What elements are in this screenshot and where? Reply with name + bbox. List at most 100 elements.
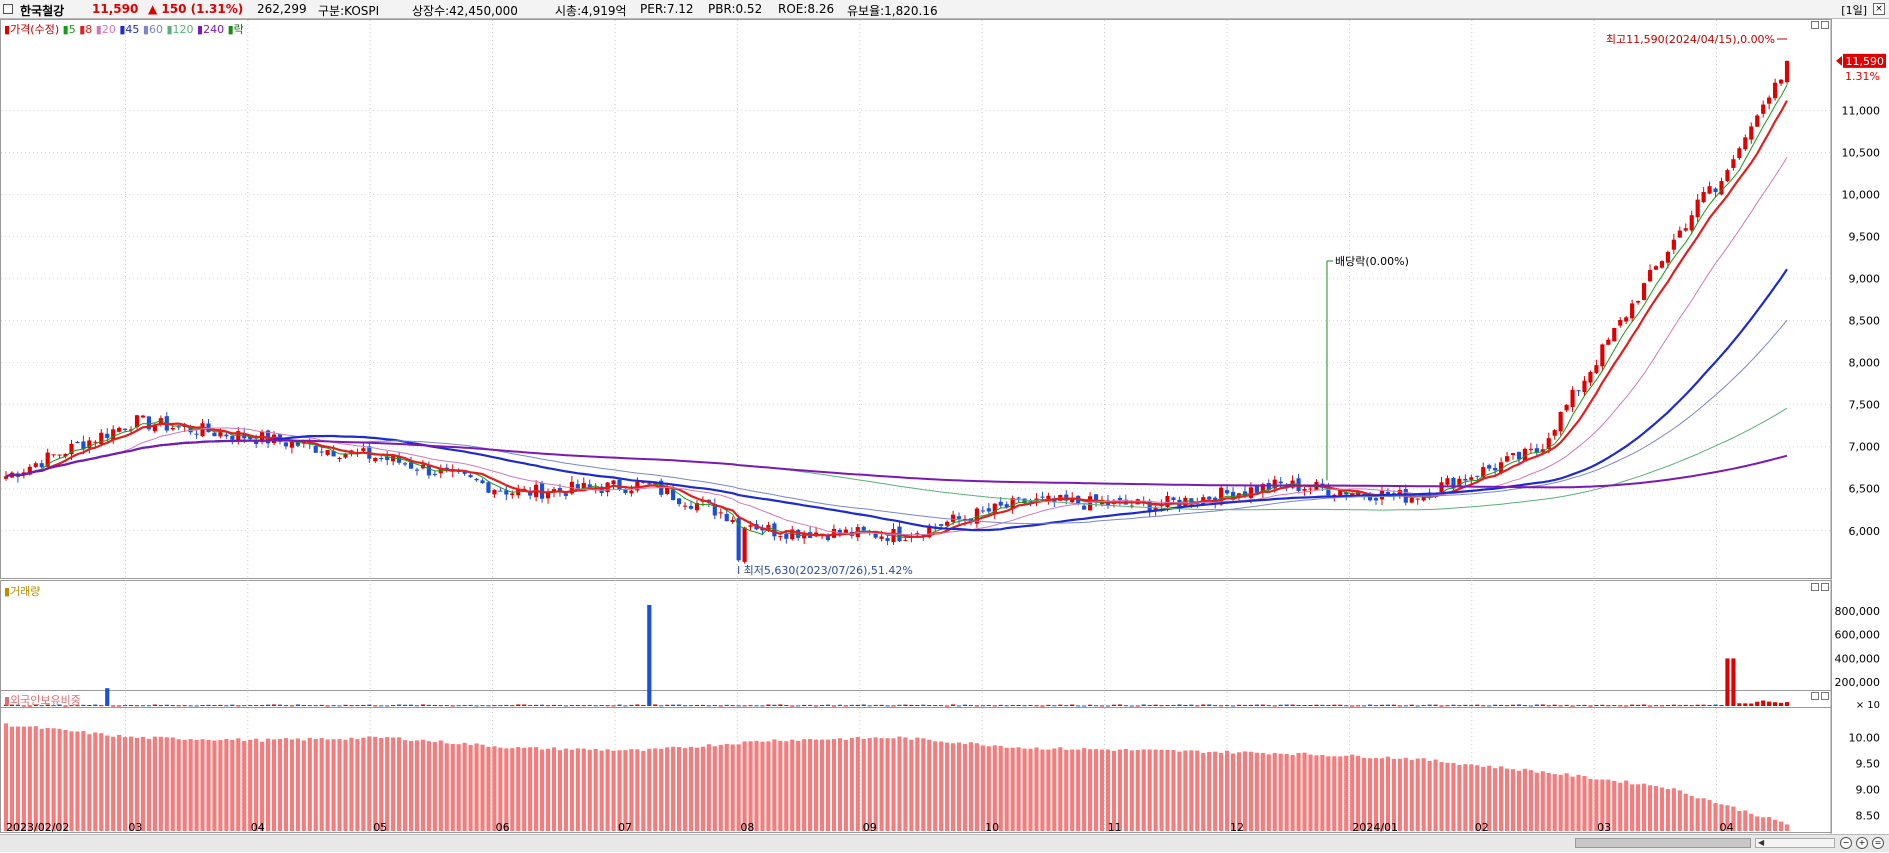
pane-close-icon[interactable] — [1821, 21, 1829, 29]
foreign-ratio-bar — [1010, 747, 1015, 831]
scrollbar-track[interactable] — [1755, 838, 1835, 848]
legend-price[interactable]: 가격(수정) — [10, 23, 60, 36]
price-tick-label: 9,000 — [1849, 273, 1881, 286]
pane-close-icon[interactable] — [1821, 583, 1829, 591]
pane-minimize-icon[interactable] — [1811, 21, 1819, 29]
candle-body — [1093, 494, 1099, 503]
pane-close-icon[interactable] — [1821, 692, 1829, 700]
candle-body — [1344, 492, 1349, 495]
volume-bar — [355, 704, 360, 706]
candle-body — [528, 490, 533, 496]
foreign-ratio-bar — [1296, 752, 1301, 831]
volume-tick-label: 800,000 — [1835, 605, 1881, 618]
foreign-ratio-bar — [1016, 747, 1021, 831]
foreign-ratio-bar — [1755, 816, 1760, 831]
candle-body — [254, 439, 259, 444]
volume-bar — [1683, 704, 1688, 706]
volume-bar — [778, 704, 783, 706]
legend-dividend[interactable]: 락 — [233, 23, 244, 36]
foreign-ratio-bar — [9, 726, 15, 831]
volume-bar — [236, 705, 241, 707]
period-selector[interactable]: [1일] — [1841, 4, 1867, 17]
scroll-left-icon[interactable]: ◀ — [1758, 838, 1765, 847]
volume-bar — [659, 705, 664, 707]
volume-bar — [1153, 704, 1158, 706]
volume-bar — [212, 704, 217, 706]
foreign-ratio-bar — [539, 749, 545, 831]
legend-ma-45[interactable]: ▮45 — [119, 23, 140, 36]
legend-volume[interactable]: 거래량 — [10, 585, 41, 598]
volume-bar — [1189, 704, 1194, 706]
legend-ma-60[interactable]: ▮60 — [142, 23, 163, 36]
foreign-tick-label: 10.00 — [1849, 732, 1881, 745]
foreign-ratio-bar — [1219, 752, 1224, 831]
legend-ma-240[interactable]: ▮240 — [197, 23, 225, 36]
ma-line-240 — [5, 439, 1788, 489]
pane-minimize-icon[interactable] — [1811, 692, 1819, 700]
candle-body — [688, 506, 694, 509]
foreign-ratio-bar — [1141, 749, 1146, 831]
volume-bar — [1099, 705, 1105, 707]
candle-body — [1463, 478, 1468, 481]
close-icon[interactable]: × — [1873, 3, 1885, 15]
volume-bar — [1225, 705, 1230, 707]
volume-bar — [504, 704, 509, 706]
foreign-ratio-bar — [593, 748, 598, 831]
legend-foreign[interactable]: 외국인보유비중 — [10, 694, 81, 707]
volume-bar — [1379, 704, 1385, 706]
candle-body — [57, 454, 62, 456]
foreign-ratio-bar — [397, 737, 402, 831]
foreign-ratio-bar — [1415, 758, 1420, 831]
volume-bar — [1701, 704, 1706, 706]
volume-bar — [1326, 704, 1331, 706]
checkbox-icon[interactable] — [3, 4, 13, 14]
candle-body — [1588, 371, 1593, 383]
legend-ma-5[interactable]: ▮5 — [62, 23, 76, 36]
volume-bar — [9, 704, 15, 706]
zoom-out-icon[interactable]: − — [1840, 837, 1852, 849]
foreign-ratio-bar — [75, 731, 80, 831]
volume-bar — [1421, 705, 1426, 707]
stock-name[interactable]: 한국철강 — [20, 4, 65, 18]
last-price-pointer — [1836, 55, 1842, 66]
volume-bar — [1338, 704, 1343, 706]
volume-bar — [1731, 658, 1736, 706]
volume-bar — [1439, 705, 1444, 707]
candle-body — [1308, 488, 1313, 490]
volume-bar — [1516, 704, 1522, 706]
volume-bar — [1117, 704, 1122, 706]
legend-ma-20[interactable]: ▮20 — [95, 23, 116, 36]
foreign-ratio-bar — [1183, 750, 1188, 831]
volume-bar — [945, 705, 950, 707]
zoom-reset-icon[interactable]: = — [1872, 837, 1884, 849]
candle-body — [1504, 456, 1510, 462]
zoom-in-icon[interactable]: + — [1856, 837, 1868, 849]
volume-bar — [1034, 705, 1039, 707]
volume-bar — [772, 704, 777, 706]
foreign-ratio-bar — [176, 739, 181, 831]
foreign-ratio-bar — [1058, 747, 1063, 831]
candle-body — [33, 463, 38, 467]
candle-body — [1671, 239, 1676, 250]
volume-bar — [629, 704, 634, 706]
volume-bar — [1522, 705, 1528, 707]
volume-bar — [534, 704, 539, 706]
candle-body — [545, 492, 551, 499]
candle-body — [117, 427, 122, 432]
candle-body — [331, 451, 336, 457]
foreign-ratio-bar — [784, 741, 789, 831]
candle-body — [492, 489, 497, 495]
foreign-ratio-bar — [1367, 758, 1373, 831]
legend-ma-120[interactable]: ▮120 — [166, 23, 194, 36]
volume-bar — [1588, 705, 1593, 707]
candle-body — [742, 527, 747, 562]
volume-bar — [1594, 704, 1599, 706]
candle-body — [1641, 283, 1647, 300]
volume-bar — [1755, 701, 1760, 706]
candle-body — [498, 490, 503, 492]
foreign-ratio-bar — [1362, 757, 1367, 831]
scrollbar-thumb[interactable] — [1575, 838, 1751, 848]
volume-bar — [688, 705, 694, 707]
pane-minimize-icon[interactable] — [1811, 583, 1819, 591]
legend-ma-8[interactable]: ▮8 — [79, 23, 93, 36]
